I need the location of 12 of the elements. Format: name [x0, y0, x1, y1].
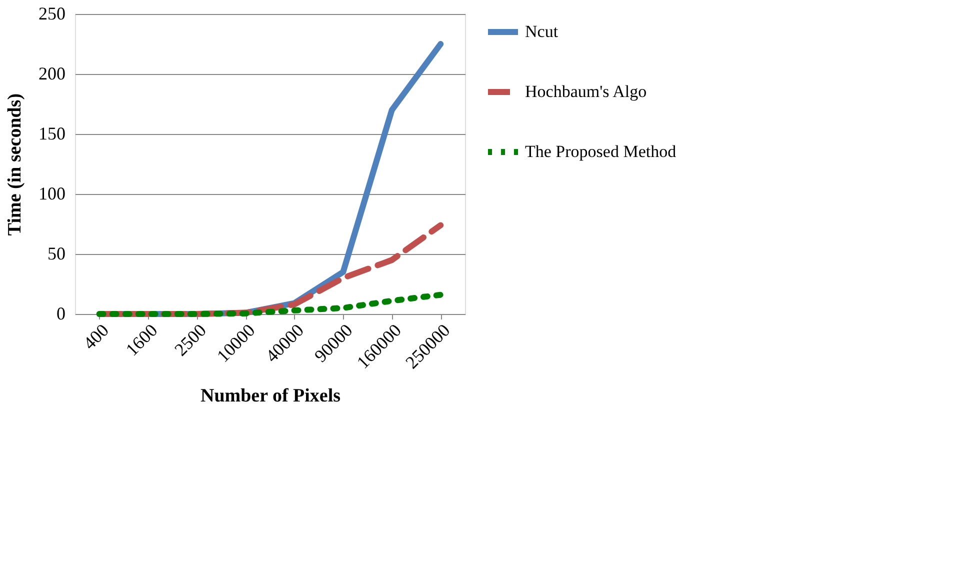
y-tick-label: 200 — [38, 64, 66, 84]
y-tick-label: 250 — [38, 4, 66, 24]
legend-label: The Proposed Method — [525, 142, 677, 161]
x-axis-title: Number of Pixels — [200, 385, 341, 406]
y-tick-label: 100 — [38, 184, 66, 204]
y-tick-label: 50 — [48, 244, 66, 264]
y-tick-label: 150 — [38, 124, 66, 144]
legend-label: Ncut — [525, 22, 558, 41]
y-tick-label: 0 — [56, 304, 66, 324]
x-tick-label: 400 — [79, 320, 113, 354]
y-axis-title: Time (in seconds) — [4, 93, 26, 236]
legend-label: Hochbaum's Algo — [525, 82, 647, 101]
